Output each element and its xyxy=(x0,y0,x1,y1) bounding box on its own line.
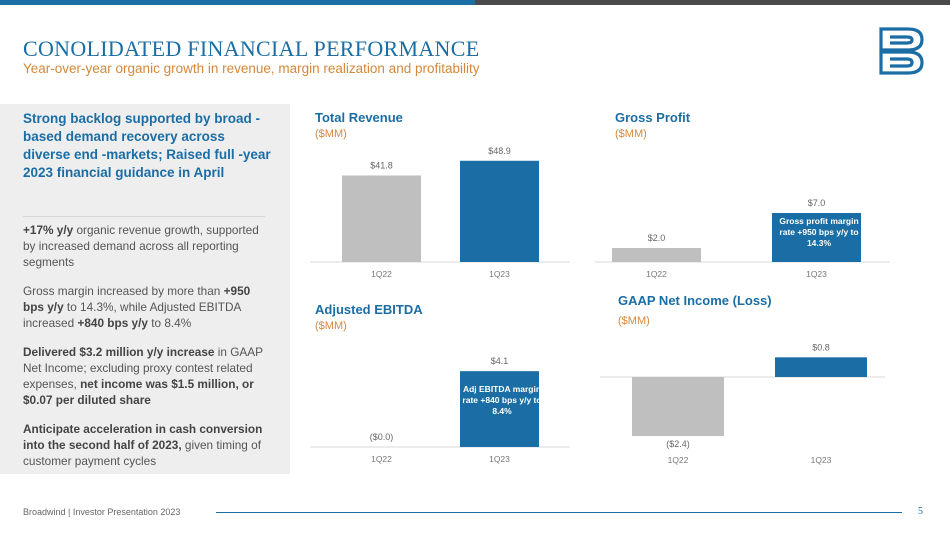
chart-unit-adjusted-ebitda: ($MM) xyxy=(315,320,347,332)
summary-point-revenue: +17% y/y organic revenue growth, support… xyxy=(23,223,259,269)
chart-unit-gross-profit: ($MM) xyxy=(615,128,647,140)
category-label: 1Q22 xyxy=(371,269,392,279)
category-label: 1Q22 xyxy=(371,454,392,464)
bar-1q22 xyxy=(612,248,701,262)
total-revenue-chart: $41.8 1Q22 $48.9 1Q23 xyxy=(310,146,570,279)
chart-title-gross-profit: Gross Profit xyxy=(615,110,691,125)
bar-1q23 xyxy=(775,357,867,377)
data-label: $48.9 xyxy=(488,146,511,156)
category-label: 1Q22 xyxy=(668,455,689,465)
bar-1q22 xyxy=(632,377,724,437)
top-accent-bar xyxy=(0,0,950,5)
bar-1q23 xyxy=(460,371,539,447)
chart-title-gaap-net-income: GAAP Net Income (Loss) xyxy=(618,293,772,308)
data-label: ($0.0) xyxy=(370,432,394,442)
summary-point-net-income: Delivered $3.2 million y/y increase in G… xyxy=(23,345,263,407)
data-label: ($2.4) xyxy=(666,439,690,449)
gaap-net-income-chart: ($2.4) 1Q22 $0.8 1Q23 xyxy=(600,342,885,465)
bar-1q22 xyxy=(342,175,421,262)
summary-point-margin: Gross margin increased by more than +950… xyxy=(23,284,251,330)
gross-profit-chart: $2.0 1Q22 $7.0 1Q23 xyxy=(595,198,890,279)
summary-divider xyxy=(23,216,265,217)
summary-panel xyxy=(0,104,290,474)
chart-title-adjusted-ebitda: Adjusted EBITDA xyxy=(315,302,423,317)
category-label: 1Q23 xyxy=(489,454,510,464)
data-label: $41.8 xyxy=(370,160,393,170)
category-label: 1Q23 xyxy=(806,269,827,279)
summary-point-cash: Anticipate acceleration in cash conversi… xyxy=(23,422,263,468)
chart-unit-gaap-net-income: ($MM) xyxy=(618,315,650,327)
footer-divider xyxy=(216,512,902,513)
footer-text: Broadwind | Investor Presentation 2023 xyxy=(23,507,181,517)
bar-1q23 xyxy=(460,160,539,262)
data-label: $7.0 xyxy=(808,198,826,208)
category-label: 1Q23 xyxy=(811,455,832,465)
data-label: $2.0 xyxy=(648,233,666,243)
data-label: $0.8 xyxy=(812,342,830,352)
adjusted-ebitda-note: Adj EBITDA margin rate +840 bps y/y to 8… xyxy=(462,384,542,416)
page-number: 5 xyxy=(918,506,923,517)
chart-unit-total-revenue: ($MM) xyxy=(315,128,347,140)
page-subtitle: Year-over-year organic growth in revenue… xyxy=(23,61,480,76)
summary-headline: Strong backlog supported by broad -based… xyxy=(23,111,271,180)
adjusted-ebitda-chart: ($0.0) 1Q22 $4.1 1Q23 xyxy=(310,356,570,464)
chart-title-total-revenue: Total Revenue xyxy=(315,110,403,125)
bar-1q23 xyxy=(772,213,861,262)
page-title: CONOLIDATED FINANCIAL PERFORMANCE xyxy=(23,36,480,61)
category-label: 1Q23 xyxy=(489,269,510,279)
category-label: 1Q22 xyxy=(646,269,667,279)
broadwind-logo-icon xyxy=(879,27,924,75)
gross-profit-note: Gross profit margin rate +950 bps y/y to… xyxy=(779,216,859,248)
data-label: $4.1 xyxy=(491,356,509,366)
